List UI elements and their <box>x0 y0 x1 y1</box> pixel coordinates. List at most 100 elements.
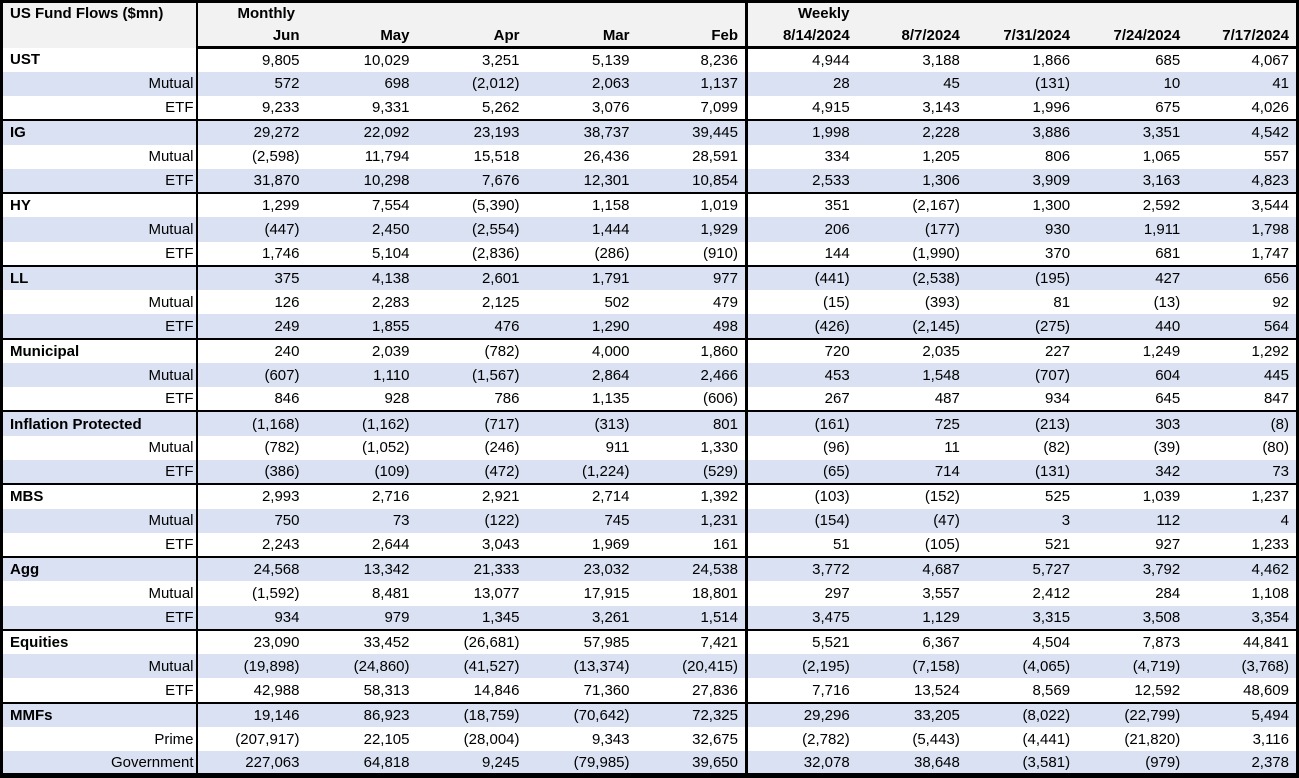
sub-row: Mutual (19,898) (24,860) (41,527) (13,374) (2… <box>1 654 1298 679</box>
value-cell: 303 <box>1077 410 1188 436</box>
value-cell: 39,650 <box>692 753 738 771</box>
value-cell: (393) <box>924 293 960 311</box>
value-cell: 1,514 <box>700 608 738 626</box>
value-cell: (122) <box>484 512 520 530</box>
value-cell: 33,205 <box>856 701 967 727</box>
row-label-cell: Mutual <box>1 217 198 242</box>
value-cell: 8,236 <box>700 51 738 69</box>
row-label-cell: Inflation Protected <box>1 410 198 436</box>
value-cell: 445 <box>1263 366 1289 384</box>
value-cell: 4,504 <box>966 628 1078 655</box>
value-cell: 7,099 <box>700 99 738 117</box>
value-cell: 28 <box>744 71 857 97</box>
value-cell: (131) <box>1035 75 1071 93</box>
value-cell: 10,298 <box>363 171 410 189</box>
value-cell: 334 <box>744 144 857 169</box>
value-cell: 227 <box>966 337 1078 363</box>
value-cell: (47) <box>933 512 960 530</box>
value-cell: (8,022) <box>966 701 1078 727</box>
value-cell: 73 <box>392 512 410 530</box>
value-cell: 144 <box>744 241 857 266</box>
value-cell: (15) <box>744 290 857 315</box>
value-cell: 249 <box>274 317 300 335</box>
value-cell: 3,076 <box>591 99 630 117</box>
row-label-cell: Mutual <box>1 654 198 679</box>
value-cell: 32,675 <box>692 730 738 748</box>
value-cell: 23,032 <box>526 556 637 582</box>
value-cell: 911 <box>605 439 630 457</box>
value-cell: (607) <box>264 366 300 384</box>
row-label-cell: Government <box>1 751 198 776</box>
value-cell: 32,078 <box>744 751 857 776</box>
row-label-cell: ETF <box>1 314 198 339</box>
value-cell: 28,591 <box>692 148 738 166</box>
value-cell: (20,415) <box>682 657 738 675</box>
value-cell: 297 <box>744 581 857 606</box>
value-cell: 1,065 <box>1142 148 1181 166</box>
value-cell: 29,272 <box>196 119 307 145</box>
row-label-cell: MBS <box>1 483 198 509</box>
value-cell: 7,716 <box>744 678 857 703</box>
value-cell: 977 <box>636 264 747 291</box>
value-cell: 3,261 <box>591 608 630 626</box>
row-label-cell: UST <box>1 47 198 72</box>
monthly-section-header: Monthly <box>196 1 747 25</box>
value-cell: (606) <box>702 390 738 408</box>
value-cell: 5,727 <box>966 556 1078 582</box>
value-cell: (19,898) <box>243 657 300 675</box>
value-cell: 3,792 <box>1077 556 1188 582</box>
value-cell: 3,354 <box>1251 608 1289 626</box>
row-label-cell: Mutual <box>1 71 198 97</box>
row-label-cell: Equities <box>1 628 198 655</box>
table-title: US Fund Flows ($mn) <box>1 1 198 48</box>
value-cell: 3,143 <box>922 99 960 117</box>
value-cell: (1,168) <box>196 410 307 436</box>
value-cell: 227,063 <box>245 753 300 771</box>
value-cell: 11 <box>944 439 960 457</box>
value-cell: 1,129 <box>922 608 960 626</box>
value-cell: 4,944 <box>744 47 857 72</box>
value-cell: 3,251 <box>481 51 520 69</box>
value-cell: 3,886 <box>966 119 1078 145</box>
value-cell: 2,063 <box>591 75 630 93</box>
value-cell: 2,864 <box>591 366 630 384</box>
value-cell: 4,026 <box>1251 99 1289 117</box>
group-row: MBS 2,993 2,716 2,921 2,714 1,392 (103) (152) 52… <box>1 483 1298 509</box>
value-cell: 3,557 <box>922 584 960 602</box>
row-label-cell: Mutual <box>1 362 198 388</box>
value-cell: 31,870 <box>253 171 300 189</box>
value-cell: 1,306 <box>922 171 960 189</box>
value-cell: 5,104 <box>371 244 410 262</box>
value-cell: (1,224) <box>581 463 630 481</box>
value-cell: 3,544 <box>1187 192 1298 218</box>
value-cell: 1,444 <box>591 220 630 238</box>
value-cell: 92 <box>1272 293 1289 311</box>
value-cell: 17,915 <box>583 584 630 602</box>
value-cell: 10,029 <box>363 51 410 69</box>
value-cell: 27,836 <box>692 681 738 699</box>
value-cell: (152) <box>856 483 967 509</box>
value-cell: (1,990) <box>912 244 960 262</box>
value-cell: 2,714 <box>526 483 637 509</box>
row-label-cell: Mutual <box>1 144 198 169</box>
value-cell: 1,330 <box>700 439 738 457</box>
value-cell: (717) <box>416 410 527 436</box>
value-cell: 930 <box>1045 220 1071 238</box>
value-cell: (41,527) <box>463 657 520 675</box>
value-cell: 4,462 <box>1187 556 1298 582</box>
value-cell: 979 <box>384 608 410 626</box>
value-cell: (4,441) <box>1022 730 1071 748</box>
value-cell: 1,798 <box>1251 220 1289 238</box>
value-cell: 26,436 <box>583 148 630 166</box>
value-cell: 1,233 <box>1251 535 1289 553</box>
value-cell: 6,367 <box>856 628 967 655</box>
value-cell: (441) <box>744 264 857 291</box>
value-cell: 51 <box>744 532 857 558</box>
value-cell: 1,998 <box>744 119 857 145</box>
group-row: LL 375 4,138 2,601 1,791 977 (441) (2,538) (195)… <box>1 264 1298 291</box>
value-cell: 351 <box>744 192 857 218</box>
sub-row: Government 227,063 64,818 9,245 (79,985) 39,6… <box>1 751 1298 776</box>
value-cell: 698 <box>384 75 410 93</box>
value-cell: 1,237 <box>1187 483 1298 509</box>
